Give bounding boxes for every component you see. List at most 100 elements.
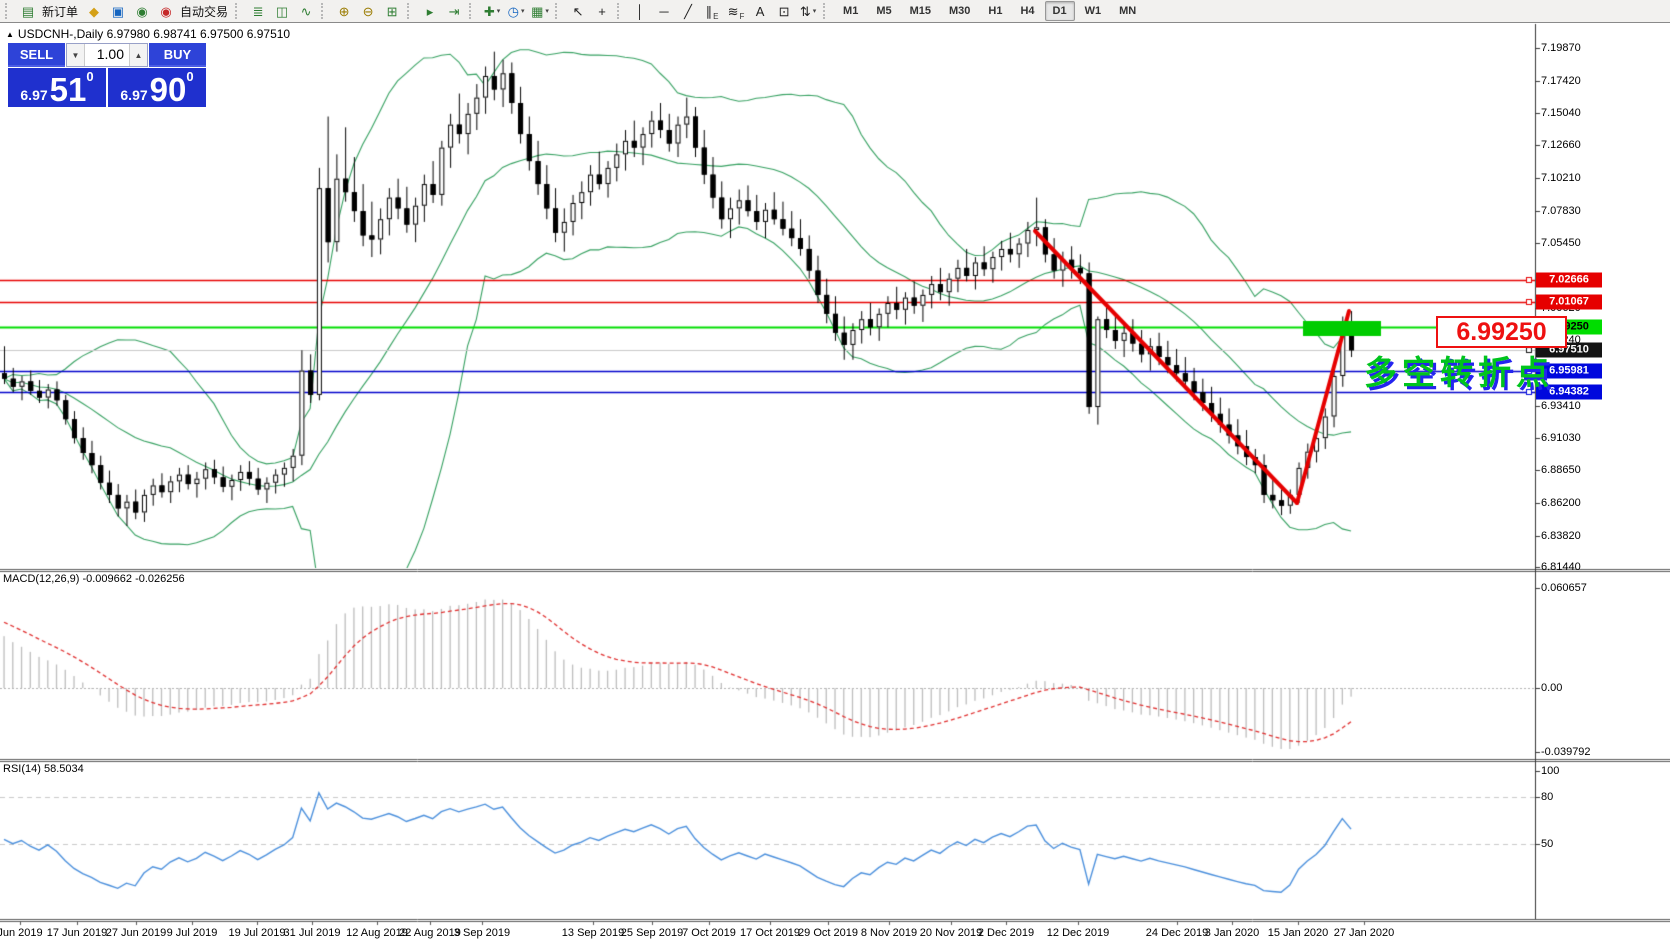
arrows-tool-icon[interactable]: ⇅ ▾ <box>797 1 819 22</box>
cursor-icon[interactable]: ↖ <box>567 1 589 22</box>
vertical-line-icon[interactable]: │ <box>629 1 651 22</box>
text-label-icon[interactable]: ⊡ <box>773 1 795 22</box>
fibonacci-icon[interactable]: ≋ F <box>725 1 747 22</box>
price-tag: 7.01067 <box>1536 294 1602 310</box>
templates-icon[interactable]: ▦ ▾ <box>529 1 551 22</box>
mql5-community-icon[interactable]: ◉ <box>131 1 153 22</box>
date-tick-label: 19 Jul 2019 <box>228 927 286 939</box>
rsi-tick-label: 100 <box>1541 765 1560 777</box>
date-tick-label: 27 Jun 2019 <box>105 927 167 939</box>
tile-windows-glyph: ⊞ <box>386 3 398 19</box>
chart-shift-icon[interactable]: ⇥ <box>443 1 465 22</box>
date-tick-label: 13 Sep 2019 <box>561 927 625 939</box>
volume-up-button[interactable]: ▲ <box>129 44 147 66</box>
new-order-glyph: ▤ <box>21 3 35 19</box>
rsi-tick-label: 50 <box>1541 838 1554 850</box>
price-tag: 6.94382 <box>1536 384 1602 400</box>
zoom-out-icon[interactable]: ⊖ <box>357 1 379 22</box>
templates-caret-icon[interactable]: ▾ <box>545 7 549 15</box>
chart-title: ▲ USDCNH-,Daily 6.97980 6.98741 6.97500 6… <box>6 27 290 41</box>
arrows-tool-caret-icon[interactable]: ▾ <box>812 7 817 15</box>
sell-button[interactable]: SELL <box>8 43 65 67</box>
price-tag: 7.02666 <box>1536 272 1602 288</box>
toolbar-separator <box>555 3 561 19</box>
candlestick-mode-icon[interactable]: ◫ <box>271 1 293 22</box>
date-tick-label: 27 Jan 2020 <box>1333 927 1395 939</box>
crosshair-icon[interactable]: + <box>591 1 613 22</box>
buy-price[interactable]: 6.97 90 0 <box>108 68 206 107</box>
trendline-icon[interactable]: ╱ <box>677 1 699 22</box>
text-icon[interactable]: A <box>749 1 771 22</box>
date-tick-label: 24 Dec 2019 <box>1145 927 1209 939</box>
price-tag: 6.95981 <box>1536 363 1602 379</box>
periods-caret-icon[interactable]: ▾ <box>520 7 525 15</box>
timeframe-w1-button[interactable]: W1 <box>1084 5 1102 17</box>
equidistant-channel-icon[interactable]: ∥ E <box>701 1 723 22</box>
zoom-in-icon[interactable]: ⊕ <box>333 1 355 22</box>
buy-price-sup: 0 <box>186 69 194 84</box>
date-tick-label: 7 Oct 2019 <box>682 927 736 939</box>
date-tick-label: 31 Jul 2019 <box>283 927 341 939</box>
equidistant-channel-glyph: ∥ <box>705 3 713 19</box>
market-watch-glyph: ▣ <box>111 3 125 19</box>
toolbar-separator <box>469 3 475 19</box>
window-marker-icon: ▲ <box>6 30 14 39</box>
tile-windows-icon[interactable]: ⊞ <box>381 1 403 22</box>
line-chart-mode-icon[interactable]: ∿ <box>295 1 317 22</box>
fibonacci-glyph: ≋ <box>727 3 739 19</box>
timeframe-m5-button[interactable]: M5 <box>876 5 892 17</box>
volume-down-button[interactable]: ▼ <box>67 44 85 66</box>
rsi-label: RSI(14) 58.5034 <box>3 763 84 775</box>
timeframe-h4-button[interactable]: H4 <box>1020 5 1035 17</box>
timeframe-d1-button[interactable]: D1 <box>1044 1 1075 21</box>
one-click-trade-panel: SELL ▼ 1.00 ▲ BUY 6.97 51 0 6.97 90 0 <box>8 43 206 107</box>
metaeditor-icon[interactable]: ◆ <box>83 1 105 22</box>
templates-glyph: ▦ <box>531 3 544 19</box>
indicators-icon[interactable]: ✚ ▾ <box>481 1 503 22</box>
toolbar-separator <box>823 3 829 19</box>
timeframe-m30-button[interactable]: M30 <box>949 5 971 17</box>
new-order-label[interactable]: 新订单 <box>42 4 79 19</box>
horizontal-line-icon[interactable]: ─ <box>653 1 675 22</box>
volume-input[interactable]: 1.00 <box>96 46 124 62</box>
price-tick-label: 7.05450 <box>1541 237 1581 249</box>
macd-tick-label: -0.039792 <box>1541 746 1591 758</box>
zoom-out-glyph: ⊖ <box>362 3 374 19</box>
mql5-community-glyph: ◉ <box>136 3 148 19</box>
bar-chart-mode-glyph: ≣ <box>252 3 264 19</box>
timeframe-mn-button[interactable]: MN <box>1119 5 1137 17</box>
sell-price[interactable]: 6.97 51 0 <box>8 68 106 107</box>
date-tick-label: 12 Dec 2019 <box>1046 927 1110 939</box>
price-target-label: 6.99250 <box>1436 316 1567 348</box>
timeframe-m1-button[interactable]: M1 <box>843 5 859 17</box>
autotrading-icon[interactable]: ◉ <box>155 1 177 22</box>
timeframe-m15-button[interactable]: M15 <box>909 5 931 17</box>
date-tick-label: 3 Jan 2020 <box>1204 927 1260 939</box>
date-tick-label: 17 Oct 2019 <box>740 927 800 939</box>
vertical-line-glyph: │ <box>635 3 645 19</box>
macd-tick-label: 0.00 <box>1541 682 1563 694</box>
timeframe-h1-button[interactable]: H1 <box>988 5 1003 17</box>
candlestick-mode-glyph: ◫ <box>275 3 289 19</box>
price-tick-label: 7.07830 <box>1541 205 1581 217</box>
bar-chart-mode-icon[interactable]: ≣ <box>247 1 269 22</box>
auto-scroll-icon[interactable]: ▸ <box>419 1 441 22</box>
indicators-caret-icon[interactable]: ▾ <box>496 7 501 15</box>
toolbar-separator <box>407 3 413 19</box>
date-tick-label: 22 Aug 2019 <box>399 927 461 939</box>
price-tick-label: 6.86200 <box>1541 497 1581 509</box>
autotrading-glyph: ◉ <box>160 3 172 19</box>
new-order-icon[interactable]: ▤ <box>17 1 39 22</box>
date-tick-label: 15 Jan 2020 <box>1267 927 1329 939</box>
periods-icon[interactable]: ◷ ▾ <box>505 1 527 22</box>
horizontal-line-glyph: ─ <box>659 3 669 19</box>
date-tick-label: Jun 2019 <box>0 927 43 939</box>
crosshair-glyph: + <box>598 3 606 19</box>
market-watch-icon[interactable]: ▣ <box>107 1 129 22</box>
date-tick-label: 12 Aug 2019 <box>346 927 408 939</box>
autotrading-label[interactable]: 自动交易 <box>180 4 229 19</box>
buy-button[interactable]: BUY <box>149 43 206 67</box>
price-tick-label: 6.93410 <box>1541 400 1581 412</box>
